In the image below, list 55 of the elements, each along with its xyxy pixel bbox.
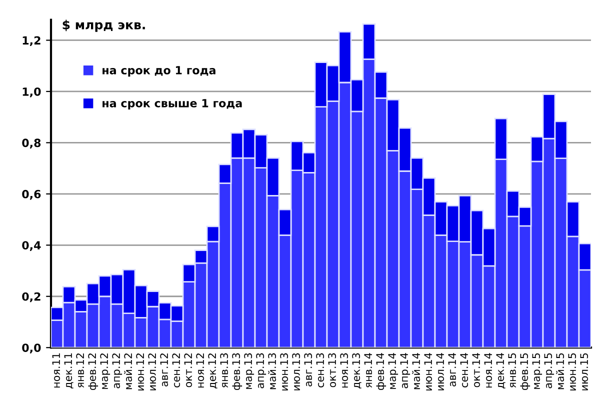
x-tick-label: ноя.11 (52, 353, 60, 388)
x-tick-label: май.13 (268, 353, 276, 390)
y-tick-label: 0,8 (22, 138, 41, 148)
x-tick-label: сен.12 (172, 354, 180, 388)
x-tick-label: янв.12 (76, 354, 84, 388)
x-tick-label: июн.14 (424, 353, 432, 390)
y-tick-label: 0,6 (22, 190, 41, 200)
x-tick-label: авг.14 (448, 353, 456, 386)
y-tick-label: 0,4 (22, 241, 41, 251)
y-tick-label: 0,0 (22, 344, 41, 354)
x-tick-label: фев.12 (88, 354, 98, 390)
x-tick-label: окт.12 (184, 354, 192, 388)
x-tick-label: дек.11 (64, 353, 74, 388)
x-tick-label: июн.13 (280, 353, 288, 390)
x-tick-label: апр.14 (400, 353, 410, 388)
x-tick-label: май.12 (124, 354, 132, 390)
x-tick-label: янв.14 (364, 353, 372, 388)
x-tick-label: июл.14 (436, 353, 444, 390)
x-tick-label: май.14 (412, 353, 420, 390)
chart-title: $ млрд экв. (62, 20, 145, 32)
x-tick-label: фев.14 (376, 353, 386, 390)
x-tick-label: дек.12 (208, 354, 218, 388)
x-tick-label: янв.13 (220, 353, 228, 388)
x-tick-label: янв.15 (508, 353, 516, 388)
x-tick-label: фев.15 (520, 353, 530, 390)
x-tick-label: мар.13 (244, 353, 254, 389)
x-tick-label: окт.13 (328, 353, 336, 388)
x-tick-label: апр.13 (256, 353, 266, 388)
x-tick-label: мар.14 (388, 353, 398, 389)
x-tick-label: ноя.14 (484, 353, 492, 388)
x-tick-label: дек.13 (352, 353, 362, 388)
legend-label: на срок до 1 года (102, 66, 216, 77)
x-tick-label: сен.13 (316, 353, 324, 388)
x-tick-label: окт.14 (472, 353, 480, 388)
x-tick-label: мар.12 (100, 354, 110, 389)
x-tick-label: июл.15 (580, 353, 588, 390)
x-tick-label: авг.13 (304, 353, 312, 386)
x-tick-label: дек.14 (496, 353, 506, 388)
x-tick-label: авг.12 (160, 354, 168, 386)
x-tick-label: май.15 (556, 353, 564, 390)
x-tick-label: июл.13 (292, 353, 300, 390)
x-tick-label: июн.12 (136, 354, 144, 390)
x-tick-label: апр.15 (544, 353, 554, 388)
x-tick-label: июн.15 (568, 353, 576, 390)
legend-label: на срок свыше 1 года (102, 99, 242, 110)
y-tick-label: 1,2 (22, 36, 40, 46)
x-tick-label: июл.12 (148, 354, 156, 390)
x-tick-label: апр.12 (112, 354, 122, 388)
x-tick-label: сен.14 (460, 353, 468, 388)
y-tick-label: 1,0 (22, 87, 41, 98)
x-tick-label: ноя.13 (340, 353, 348, 388)
x-tick-label: ноя.12 (196, 354, 204, 388)
y-tick-label: 0,2 (22, 292, 40, 302)
x-tick-label: мар.15 (532, 353, 542, 389)
x-tick-label: фев.13 (232, 353, 242, 390)
